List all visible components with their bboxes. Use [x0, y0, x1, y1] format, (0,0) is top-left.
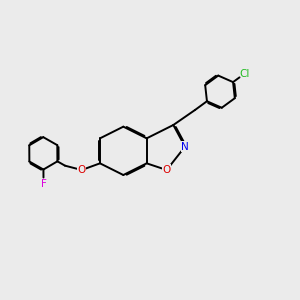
- Text: N: N: [181, 142, 189, 152]
- Text: Cl: Cl: [239, 69, 250, 79]
- Text: O: O: [163, 165, 171, 175]
- Text: F: F: [40, 178, 46, 188]
- Text: O: O: [77, 165, 86, 175]
